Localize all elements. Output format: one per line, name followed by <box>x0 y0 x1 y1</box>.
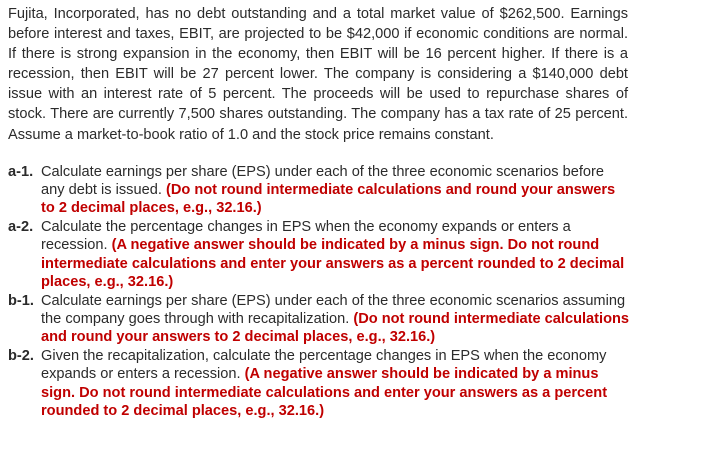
question-label: b-1. <box>8 292 34 309</box>
question-text: Given the recapitalization, calculate th… <box>41 347 607 383</box>
question-instruction: (Do not round intermediate calculations … <box>41 310 630 346</box>
question-text: Calculate earnings per share (EPS) under… <box>41 163 604 199</box>
intro-paragraph: Fujita, Incorporated, has no debt outsta… <box>8 6 628 143</box>
question-a2: a-2. Calculate the percentage changes in… <box>8 218 630 292</box>
question-b2: b-2. Given the recapitalization, calcula… <box>8 347 630 421</box>
question-label: b-2. <box>8 347 34 364</box>
question-text: Calculate earnings per share (EPS) under… <box>41 292 626 327</box>
question-list: a-1. Calculate earnings per share (EPS) … <box>8 163 630 421</box>
question-instruction: (A negative answer should be indicated b… <box>41 237 625 291</box>
question-instruction: (A negative answer should be indicated b… <box>41 366 608 419</box>
question-a1: a-1. Calculate earnings per share (EPS) … <box>8 163 630 218</box>
question-b1: b-1. Calculate earnings per share (EPS) … <box>8 292 630 347</box>
question-instruction: (Do not round intermediate calculations … <box>41 182 616 217</box>
question-label: a-1. <box>8 163 34 180</box>
question-text: Calculate the percentage changes in EPS … <box>41 218 571 254</box>
question-label: a-2. <box>8 218 34 235</box>
